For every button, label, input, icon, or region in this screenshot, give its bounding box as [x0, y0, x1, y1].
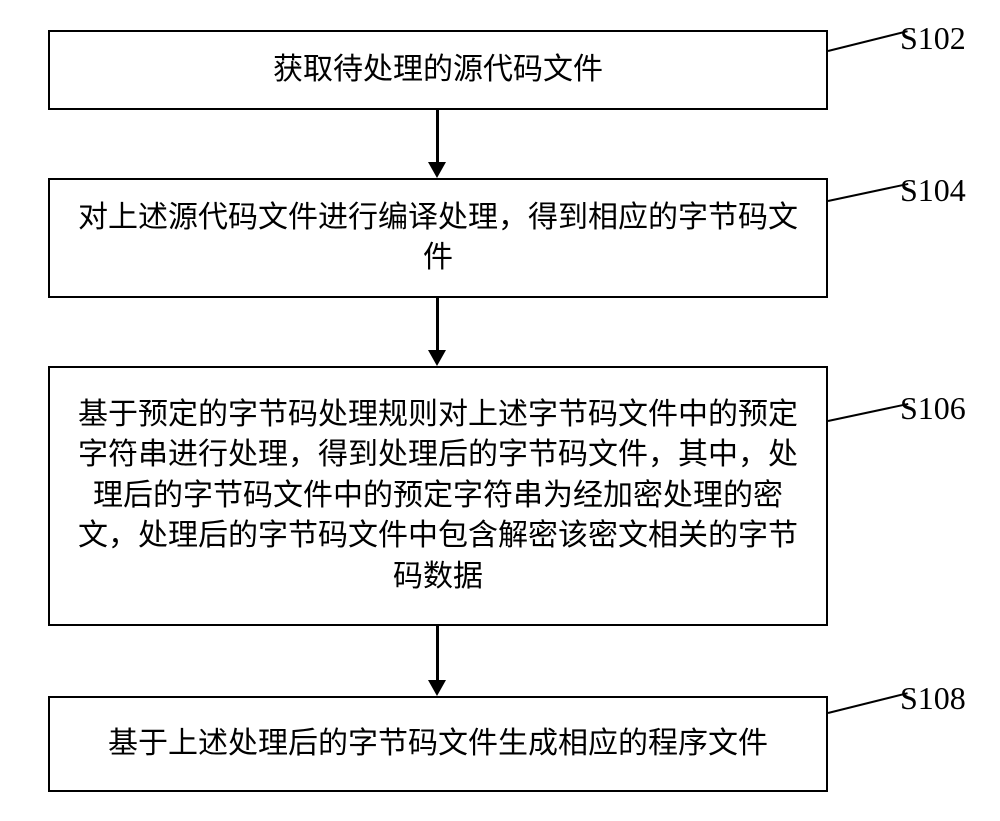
- arrow-s102-s104-head: [428, 162, 446, 178]
- flow-node-s102-connector: [828, 30, 908, 52]
- flow-node-s106: 基于预定的字节码处理规则对上述字节码文件中的预定字符串进行处理，得到处理后的字节…: [48, 366, 828, 626]
- flowchart-canvas: 获取待处理的源代码文件 S102 对上述源代码文件进行编译处理，得到相应的字节码…: [0, 0, 1000, 821]
- flow-node-s108-connector: [828, 692, 908, 714]
- flow-node-s108-text: 基于上述处理后的字节码文件生成相应的程序文件: [108, 724, 768, 765]
- arrow-s106-s108-line: [436, 626, 439, 680]
- flow-node-s102-label: S102: [900, 20, 966, 57]
- flow-node-s106-label: S106: [900, 390, 966, 427]
- flow-node-s108: 基于上述处理后的字节码文件生成相应的程序文件: [48, 696, 828, 792]
- flow-node-s102-text: 获取待处理的源代码文件: [273, 50, 603, 91]
- arrow-s102-s104-line: [436, 110, 439, 162]
- flow-node-s106-text: 基于预定的字节码处理规则对上述字节码文件中的预定字符串进行处理，得到处理后的字节…: [70, 395, 806, 598]
- arrow-s104-s106-line: [436, 298, 439, 350]
- arrow-s106-s108-head: [428, 680, 446, 696]
- flow-node-s102: 获取待处理的源代码文件: [48, 30, 828, 110]
- flow-node-s108-label: S108: [900, 680, 966, 717]
- flow-node-s104: 对上述源代码文件进行编译处理，得到相应的字节码文件: [48, 178, 828, 298]
- flow-node-s104-text: 对上述源代码文件进行编译处理，得到相应的字节码文件: [70, 198, 806, 279]
- flow-node-s104-label: S104: [900, 172, 966, 209]
- arrow-s104-s106-head: [428, 350, 446, 366]
- flow-node-s104-connector: [828, 183, 909, 202]
- flow-node-s106-connector: [828, 403, 909, 422]
